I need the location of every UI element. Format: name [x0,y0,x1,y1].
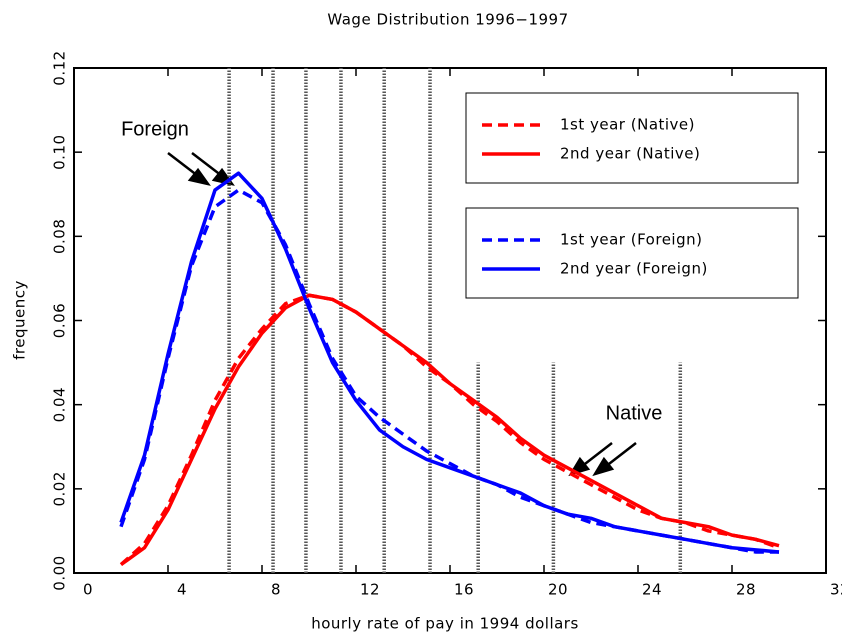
chart-title: Wage Distribution 1996−1997 [327,11,568,29]
x-tick-label: 24 [642,581,662,599]
x-tick-label: 20 [548,581,568,599]
x-tick-label: 4 [177,581,187,599]
legend-box [465,207,799,299]
annotation: Native [606,402,663,424]
x-tick-label: 0 [83,581,93,599]
y-tick-label: 0.10 [51,134,69,169]
plot-frame [73,67,827,574]
y-tick-label: 0.00 [51,555,69,590]
legend-label: 2nd year (Foreign) [560,260,708,278]
y-axis-label: frequency [11,280,29,360]
legend-box [465,92,799,184]
annotation-arrows [167,152,637,477]
x-axis-label: hourly rate of pay in 1994 dollars [311,615,579,633]
annotation: Foreign [121,118,189,140]
x-tick-label: 28 [736,581,756,599]
series-line [119,188,779,554]
legend-label: 2nd year (Native) [560,145,700,163]
y-tick-label: 0.06 [51,303,69,338]
y-tick-label: 0.02 [51,471,69,506]
x-tick-label: 16 [454,581,474,599]
y-tick-label: 0.04 [51,387,69,422]
x-tick-label: 12 [360,581,380,599]
legend-label: 1st year (Foreign) [560,231,702,249]
x-tick-label: 32 [830,581,842,599]
x-tick-label: 8 [271,581,281,599]
series-line [119,171,780,554]
series-line [119,293,780,567]
legend-label: 1st year (Native) [560,116,695,134]
y-tick-label: 0.08 [51,219,69,254]
y-tick-label: 0.12 [51,50,69,85]
